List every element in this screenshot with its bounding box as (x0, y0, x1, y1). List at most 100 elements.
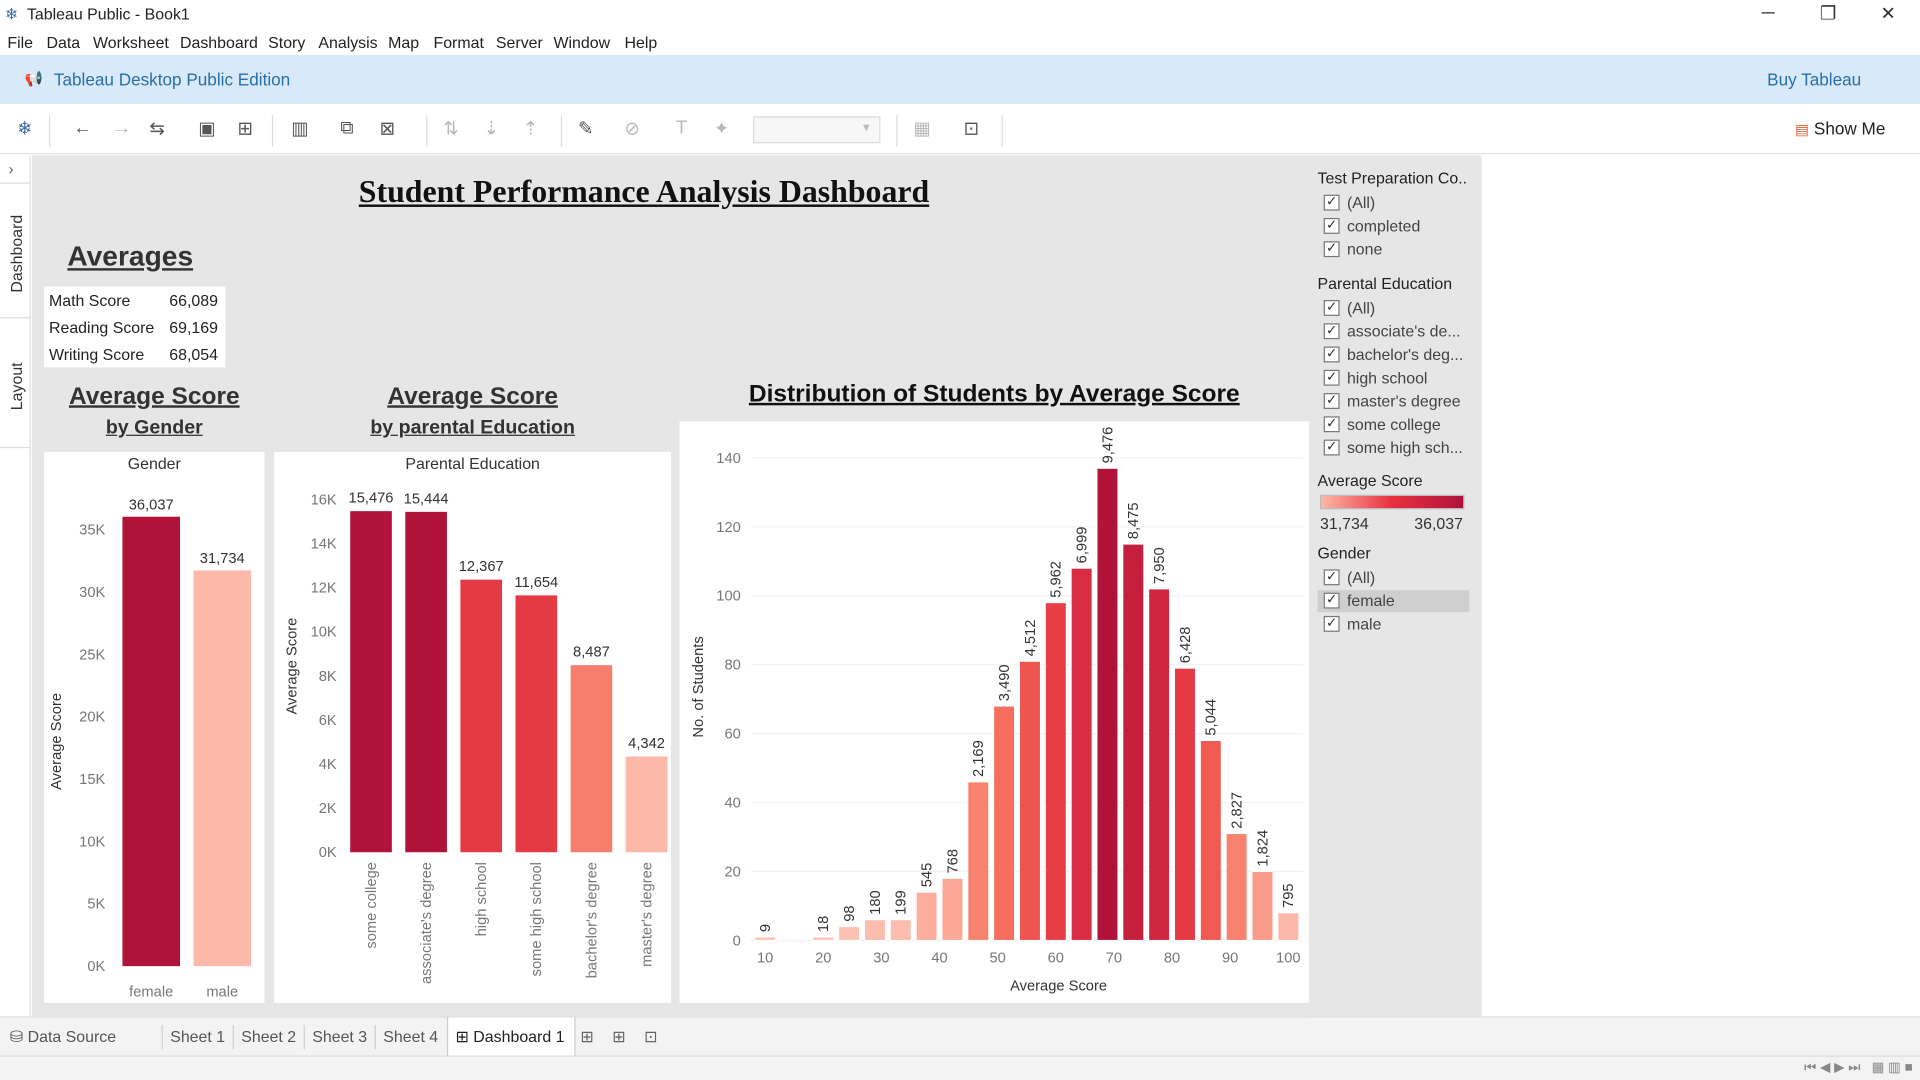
x-tick-label: 10 (757, 950, 773, 966)
filter-item[interactable]: ✓ master's degree (1318, 391, 1470, 413)
show-cards-icon[interactable]: ▦ (913, 118, 931, 140)
checkbox-checked-icon[interactable]: ✓ (1323, 217, 1340, 234)
data-label: 180 (868, 890, 884, 915)
checkbox-checked-icon[interactable]: ✓ (1323, 615, 1340, 632)
checkbox-checked-icon[interactable]: ✓ (1323, 241, 1340, 258)
averages-table[interactable]: Math Score 66,089 Reading Score 69,169 W… (44, 286, 226, 368)
tab-layout-pane[interactable]: Layout (0, 339, 31, 449)
new-data-source-icon[interactable]: ⊞ (237, 118, 253, 140)
distribution-chart-panel[interactable]: 0 20 40 60 80 100 120 140 9 18 98 180 199 545 768 2,169… (679, 421, 1309, 1003)
new-worksheet-icon[interactable]: ▥ (291, 118, 309, 140)
layout-pane-label: Layout (7, 362, 26, 411)
filter-item[interactable]: ✓ associate's de... (1318, 321, 1470, 343)
data-label: 8,487 (573, 645, 610, 661)
parental-chart-panel[interactable]: Parental Education Average Score 0K 2K 4K 6K… (274, 451, 672, 1003)
filter-title-gender: Gender (1317, 543, 1371, 563)
parental-chart-subtitle: by parental Education (370, 417, 575, 439)
save-icon[interactable]: ▣ (198, 118, 216, 140)
checkbox-checked-icon[interactable]: ✓ (1323, 439, 1340, 456)
bar (122, 516, 181, 967)
tab-sheet-4[interactable]: Sheet 4 (383, 1027, 439, 1046)
minimize-button[interactable]: ─ (1761, 2, 1775, 24)
group-icon[interactable]: ⊘ (624, 118, 640, 140)
filter-item[interactable]: ✓ high school (1318, 367, 1470, 389)
filter-item[interactable]: ✓ none (1318, 239, 1470, 261)
tab-sheet-1[interactable]: Sheet 1 (170, 1027, 226, 1046)
y-tick-label: 0K (87, 959, 105, 975)
gender-chart-panel[interactable]: Gender Average Score 0K 5K 10K 15K 20K 25K 30K 3… (44, 451, 265, 1003)
menu-worksheet[interactable]: Worksheet (93, 33, 169, 52)
duplicate-sheet-icon[interactable]: ⧉ (340, 117, 354, 139)
filter-item[interactable]: ✓ (All) (1318, 567, 1470, 589)
filter-item[interactable]: ✓ male (1318, 613, 1470, 635)
filter-item-label: high school (1346, 368, 1428, 387)
checkbox-checked-icon[interactable]: ✓ (1323, 300, 1340, 316)
avg-label: Reading Score (48, 318, 155, 337)
menu-file[interactable]: File (7, 33, 34, 52)
sort-descending-icon[interactable]: ⇡ (522, 118, 539, 140)
gender-bar-chart: Average Score 0K 5K 10K 15K 20K 25K 30K 35K 36,03… (49, 497, 252, 1001)
label-icon[interactable]: T (675, 117, 688, 139)
undo-icon[interactable]: ← (73, 117, 92, 139)
checkbox-checked-icon[interactable]: ✓ (1323, 592, 1340, 609)
checkbox-checked-icon[interactable]: ✓ (1323, 323, 1340, 340)
menu-map[interactable]: Map (388, 33, 420, 52)
checkbox-checked-icon[interactable]: ✓ (1323, 369, 1340, 386)
redo-icon[interactable]: → (112, 117, 132, 139)
filter-item[interactable]: ✓ some college (1318, 414, 1470, 436)
menu-help[interactable]: Help (624, 33, 658, 52)
histogram-bar (1044, 602, 1067, 941)
filter-item[interactable]: ✓ completed (1318, 216, 1470, 238)
filter-item[interactable]: ✓ bachelor's deg... (1318, 344, 1470, 366)
restore-button[interactable]: ❐ (1819, 3, 1837, 25)
presentation-mode-icon[interactable]: ⊡ (963, 118, 980, 140)
tab-dashboard-1[interactable]: ⊞ Dashboard 1 (446, 1017, 576, 1057)
tab-dashboard-pane[interactable]: Dashboard (0, 200, 31, 322)
checkbox-checked-icon[interactable]: ✓ (1323, 416, 1340, 433)
filter-item[interactable]: ✓ (All) (1318, 298, 1470, 320)
new-dashboard-tab-icon[interactable]: ⊞ (612, 1027, 626, 1046)
menu-analysis[interactable]: Analysis (318, 33, 378, 52)
data-label: 15,444 (404, 491, 449, 507)
view-mode-icons[interactable]: ⏮ ◀ ▶ ⏭ ▦ ▥ ■ (1804, 1060, 1913, 1076)
filter-item-label: none (1346, 240, 1383, 259)
x-tick-label: 20 (815, 950, 831, 966)
menu-story[interactable]: Story (268, 33, 306, 52)
expand-panel-icon[interactable]: › (8, 160, 14, 178)
checkbox-checked-icon[interactable]: ✓ (1323, 346, 1340, 363)
replay-icon[interactable]: ⇆ (149, 118, 165, 140)
clear-sheet-icon[interactable]: ⊠ (379, 118, 395, 140)
menu-data[interactable]: Data (46, 33, 81, 52)
swap-icon[interactable]: ⇅ (443, 118, 459, 140)
x-tick-label: some high school (529, 862, 545, 976)
new-worksheet-tab-icon[interactable]: ⊞ (580, 1027, 594, 1046)
checkbox-checked-icon[interactable]: ✓ (1323, 569, 1340, 586)
histogram-bar (1277, 912, 1300, 941)
y-tick-label: 12K (311, 581, 337, 597)
new-story-tab-icon[interactable]: ⊡ (644, 1027, 658, 1046)
fit-dropdown[interactable]: ▼ (753, 116, 881, 144)
checkbox-checked-icon[interactable]: ✓ (1323, 393, 1340, 409)
menu-dashboard[interactable]: Dashboard (180, 33, 258, 52)
tab-data-source[interactable]: ⛁ Data Source (10, 1018, 116, 1057)
menu-format[interactable]: Format (433, 33, 484, 52)
toolbar-divider (560, 115, 563, 147)
filter-item[interactable]: ✓ some high sch... (1318, 437, 1470, 459)
histogram-bar (1122, 543, 1145, 941)
tableau-home-icon[interactable]: ❄ (17, 118, 33, 140)
menu-server[interactable]: Server (495, 33, 543, 52)
buy-tableau-link[interactable]: Buy Tableau (1767, 69, 1862, 90)
tab-sheet-2[interactable]: Sheet 2 (241, 1027, 297, 1046)
filter-item-selected[interactable]: ✓ female (1317, 590, 1470, 613)
tab-divider (161, 1024, 163, 1050)
tab-sheet-3[interactable]: Sheet 3 (312, 1027, 368, 1046)
menu-window[interactable]: Window (553, 33, 611, 52)
checkbox-checked-icon[interactable]: ✓ (1323, 194, 1340, 211)
filter-item[interactable]: ✓ (All) (1318, 192, 1470, 214)
close-button[interactable]: ✕ (1880, 3, 1896, 25)
color-legend-bar[interactable] (1320, 494, 1465, 510)
sort-ascending-icon[interactable]: ⇣ (483, 118, 500, 140)
pin-icon[interactable]: ✦ (713, 118, 730, 140)
highlight-icon[interactable]: ✎ (577, 118, 594, 140)
show-me-button[interactable]: ▤ Show Me (1795, 119, 1885, 139)
